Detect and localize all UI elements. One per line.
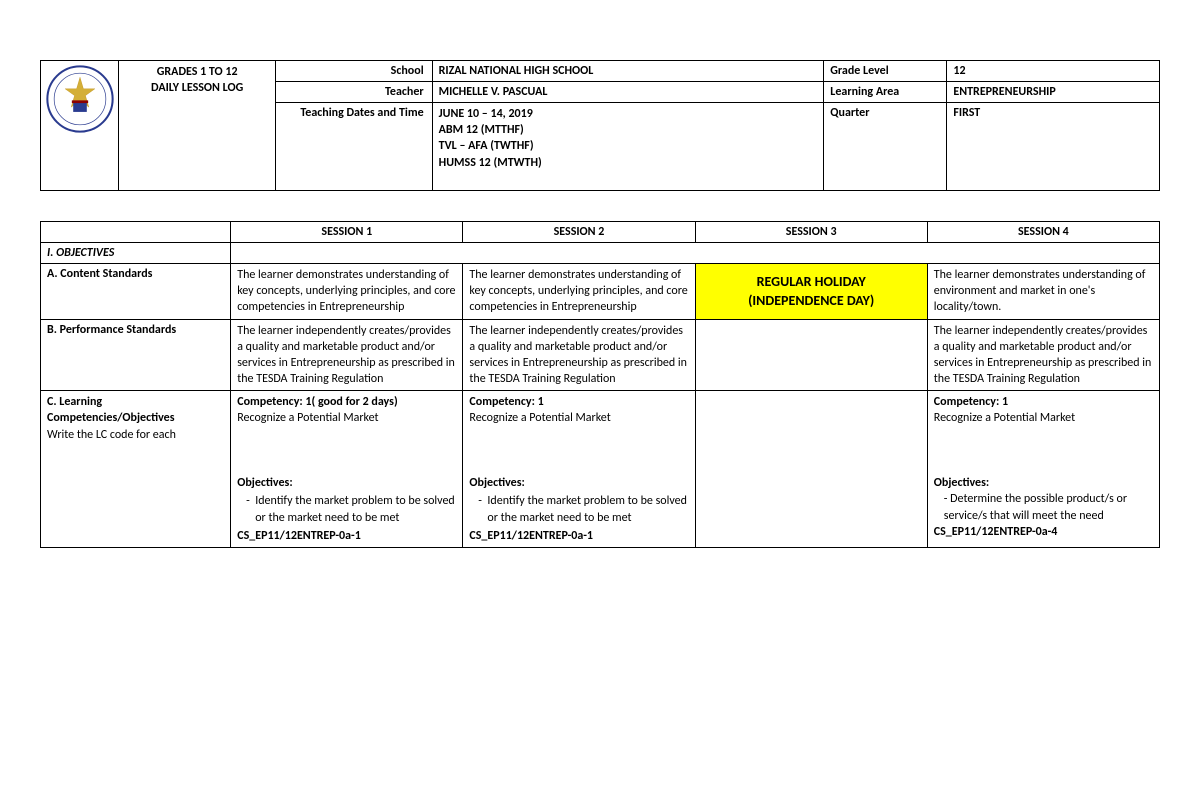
session3-header: SESSION 3: [695, 221, 927, 242]
label-teacher: Teacher: [275, 82, 432, 103]
c-s1-obj1: Identify the market problem to be solved…: [255, 493, 456, 525]
blank-header: [41, 221, 231, 242]
label-dates: Teaching Dates and Time: [275, 103, 432, 191]
val-teacher: MICHELLE V. PASCUAL: [432, 82, 824, 103]
val-area: ENTREPRENEURSHIP: [947, 82, 1160, 103]
header-table: GRADES 1 TO 12 DAILY LESSON LOG School R…: [40, 60, 1160, 191]
logo-cell: [41, 61, 119, 191]
c-s1-rec: Recognize a Potential Market: [237, 411, 378, 425]
c-label-l3: Write the LC code for each: [47, 428, 176, 442]
c-label-l1: C. Learning: [47, 395, 102, 409]
b-s2: The learner independently creates/provid…: [463, 319, 695, 391]
holiday-l1: REGULAR HOLIDAY: [757, 273, 866, 290]
session2-header: SESSION 2: [463, 221, 695, 242]
dates-l1: JUNE 10 – 14, 2019: [439, 107, 533, 121]
label-quarter: Quarter: [824, 103, 947, 191]
val-quarter: FIRST: [947, 103, 1160, 191]
spacer: [40, 191, 1160, 221]
row-a-label: A. Content Standards: [41, 263, 231, 319]
c-s4-obj1: - Determine the possible product/s or se…: [934, 491, 1153, 523]
a-s2: The learner demonstrates understanding o…: [463, 263, 695, 319]
c-s4-code: CS_EP11/12ENTREP-0a-4: [934, 525, 1058, 539]
c-s4-rec: Recognize a Potential Market: [934, 411, 1075, 425]
c-s2-code: CS_EP11/12ENTREP-0a-1: [469, 529, 593, 543]
a-s1: The learner demonstrates understanding o…: [231, 263, 463, 319]
b-s4: The learner independently creates/provid…: [927, 319, 1159, 391]
val-grade: 12: [947, 61, 1160, 82]
c-s4: Competency: 1 Recognize a Potential Mark…: [927, 391, 1159, 548]
c-s4-comp: Competency: 1: [934, 395, 1008, 409]
dates-l3: TVL – AFA (TWTHF): [439, 139, 534, 153]
session4-header: SESSION 4: [927, 221, 1159, 242]
sessions-table: SESSION 1 SESSION 2 SESSION 3 SESSION 4 …: [40, 221, 1160, 548]
c-s1: Competency: 1( good for 2 days) Recogniz…: [231, 391, 463, 548]
label-school: School: [275, 61, 432, 82]
dates-l2: ABM 12 (MTTHF): [439, 123, 524, 137]
label-grade: Grade Level: [824, 61, 947, 82]
c-s2-rec: Recognize a Potential Market: [469, 411, 610, 425]
title-cell: GRADES 1 TO 12 DAILY LESSON LOG: [119, 61, 276, 191]
title-l1: GRADES 1 TO 12: [157, 65, 238, 79]
val-school: RIZAL NATIONAL HIGH SCHOOL: [432, 61, 824, 82]
c-s2: Competency: 1 Recognize a Potential Mark…: [463, 391, 695, 548]
b-s3: [695, 319, 927, 391]
c-s2-objlabel: Objectives:: [469, 476, 524, 490]
title-l2: DAILY LESSON LOG: [151, 81, 243, 95]
c-s2-objlist: Identify the market problem to be solved…: [469, 493, 688, 525]
c-s3: [695, 391, 927, 548]
c-s2-comp: Competency: 1: [469, 395, 543, 409]
holiday-cell: REGULAR HOLIDAY (INDEPENDENCE DAY): [695, 263, 927, 319]
c-s2-obj1: Identify the market problem to be solved…: [487, 493, 688, 525]
holiday-l2: (INDEPENDENCE DAY): [748, 292, 874, 309]
c-s1-objlabel: Objectives:: [237, 476, 292, 490]
deped-logo: [46, 65, 114, 133]
c-label-l2: Competencies/Objectives: [47, 411, 175, 425]
b-s1: The learner independently creates/provid…: [231, 319, 463, 391]
c-s1-objlist: Identify the market problem to be solved…: [237, 493, 456, 525]
a-s4: The learner demonstrates understanding o…: [927, 263, 1159, 319]
c-s1-code: CS_EP11/12ENTREP-0a-1: [237, 529, 361, 543]
label-area: Learning Area: [824, 82, 947, 103]
session1-header: SESSION 1: [231, 221, 463, 242]
row-b-label: B. Performance Standards: [41, 319, 231, 391]
dates-l4: HUMSS 12 (MTWTH): [439, 156, 542, 170]
objectives-header: I. OBJECTIVES: [41, 242, 231, 263]
objectives-blank: [231, 242, 1160, 263]
row-c-label: C. Learning Competencies/Objectives Writ…: [41, 391, 231, 548]
c-s1-comp: Competency: 1( good for 2 days): [237, 395, 397, 409]
val-dates: JUNE 10 – 14, 2019 ABM 12 (MTTHF) TVL – …: [432, 103, 824, 191]
c-s4-objlabel: Objectives:: [934, 476, 989, 490]
